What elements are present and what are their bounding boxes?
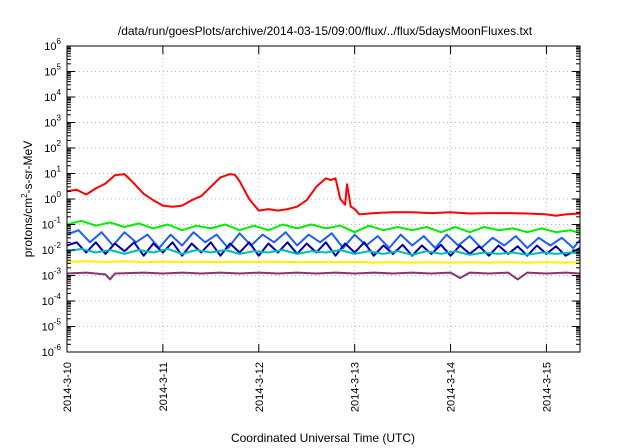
y-tick-label: 100 <box>44 190 61 206</box>
y-tick-label: 103 <box>44 114 61 130</box>
y-tick-label: 10-4 <box>42 292 62 308</box>
grid <box>67 46 580 352</box>
y-tick-label: 101 <box>44 165 61 181</box>
x-tick-label: 2014-3-15 <box>541 362 553 412</box>
y-axis-label-text: protons/cm2-s-sr-MeV <box>20 141 35 257</box>
series-line <box>66 173 581 217</box>
y-tick-label: 10-6 <box>42 343 62 359</box>
y-tick-label: 105 <box>44 63 61 79</box>
series-line <box>66 219 581 235</box>
y-tick-label: 10-1 <box>42 216 62 232</box>
x-tick-label: 2014-3-13 <box>350 362 362 412</box>
chart-title: /data/run/goesPlots/archive/2014-03-15/0… <box>118 24 533 38</box>
x-tick-label: 2014-3-10 <box>62 362 74 412</box>
y-tick-label: 106 <box>44 37 61 53</box>
series-lines <box>66 173 581 281</box>
series-line <box>66 247 581 256</box>
series-line <box>66 271 581 281</box>
y-axis-label: protons/cm2-s-sr-MeV <box>20 141 35 257</box>
y-tick-label: 10-5 <box>42 318 62 334</box>
x-tick-label: 2014-3-12 <box>254 362 266 412</box>
x-axis-label: Coordinated Universal Time (UTC) <box>231 431 415 445</box>
y-tick-label: 102 <box>44 139 61 155</box>
y-tick-label: 10-2 <box>42 241 62 257</box>
axis-ticks: 106 105 104 103 102 101 100 10-1 10-2 10-3 10-4 10-… <box>42 37 580 412</box>
series-line <box>66 260 581 264</box>
x-tick-label: 2014-3-14 <box>446 362 458 412</box>
x-tick-label: 2014-3-11 <box>158 362 170 411</box>
y-tick-label: 10-3 <box>42 267 62 283</box>
series-line <box>66 229 581 249</box>
y-tick-label: 104 <box>44 88 61 104</box>
